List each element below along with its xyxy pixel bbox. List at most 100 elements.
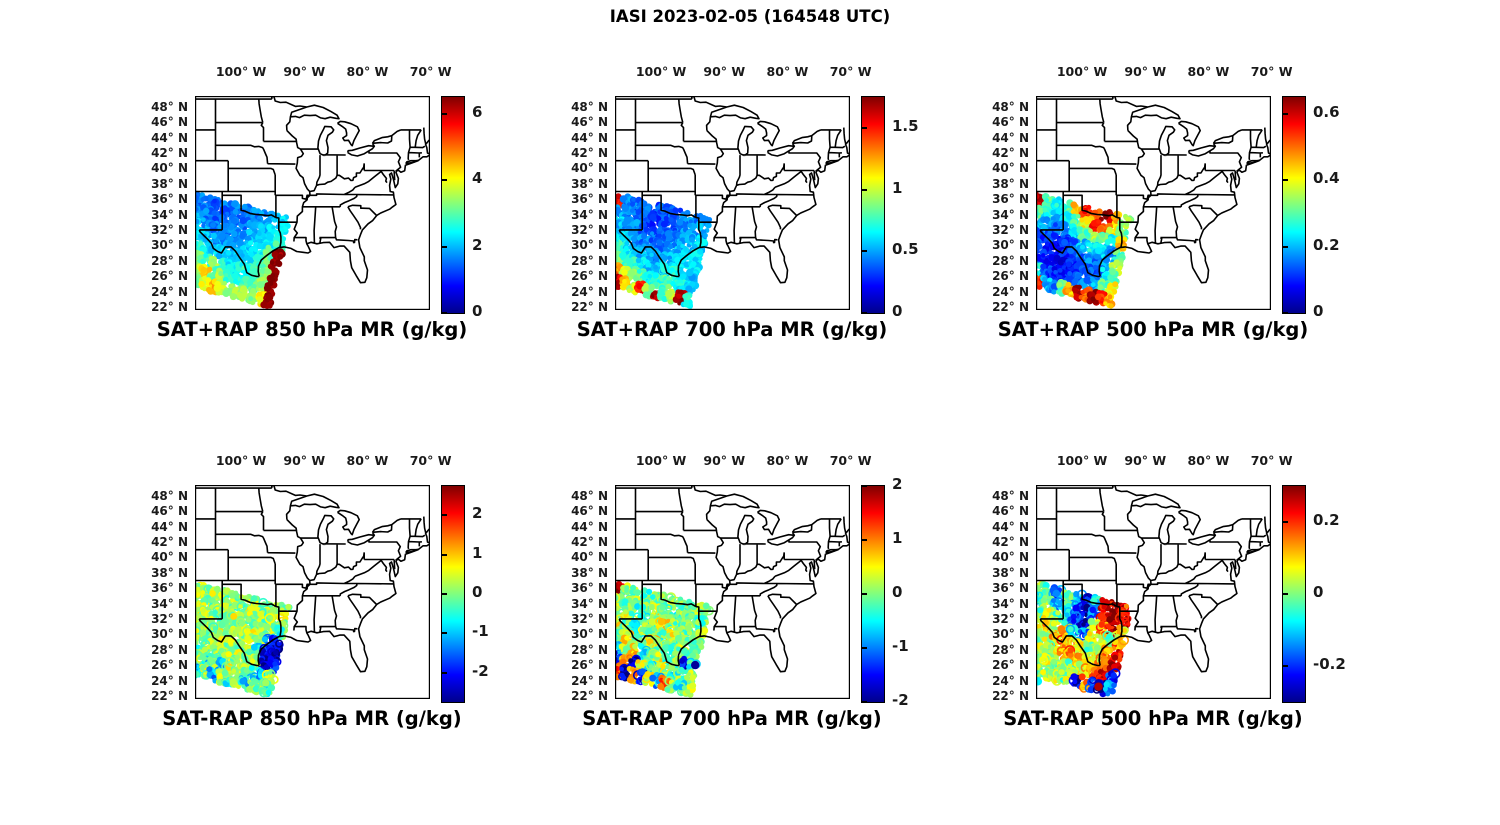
lat-tick-label: 26° N <box>151 658 188 673</box>
state-boundaries <box>195 96 430 284</box>
colorbar-tick-label: 0 <box>472 583 483 601</box>
lat-tick-label: 22° N <box>151 299 188 314</box>
lat-tick-label: 48° N <box>151 488 188 503</box>
map-frame <box>195 96 430 310</box>
panel-sat-plus-rap-500-hpa-mr-g-kg: 100° W 90° W 80° W 70° W 48° N 46° N 44° N 42° … <box>961 54 1361 359</box>
colorbar-tick-label: 1 <box>892 529 903 547</box>
panel-sat-rap-500-hpa-mr-g-kg: 100° W 90° W 80° W 70° W 48° N 46° N 44° N 42° … <box>961 443 1361 748</box>
map-frame <box>1036 96 1271 310</box>
lat-tick-label: 32° N <box>571 611 608 626</box>
colorbar-tick-label: -2 <box>472 661 489 680</box>
colorbar-tick-label: 0 <box>472 302 483 320</box>
lon-tick-label: 100° W <box>1056 453 1108 468</box>
lat-tick-label: 26° N <box>571 269 608 284</box>
lat-tick-label: 30° N <box>151 627 188 642</box>
map-frame <box>195 485 430 699</box>
lat-tick-label: 36° N <box>151 192 188 207</box>
lat-tick-label: 40° N <box>571 161 608 176</box>
colorbar-tick <box>862 250 867 253</box>
lat-tick-label: 22° N <box>992 299 1029 314</box>
colorbar-tick-label: 2 <box>892 475 903 493</box>
colorbar-tick-label: 0.2 <box>1313 511 1340 529</box>
colorbar <box>441 485 465 703</box>
lat-tick-label: 38° N <box>992 565 1029 580</box>
colorbar-tick <box>442 245 447 248</box>
figure-title: IASI 2023-02-05 (164548 UTC) <box>609 7 891 26</box>
lat-tick-label: 28° N <box>571 642 608 657</box>
colorbar-tick-label: 0.4 <box>1313 169 1340 188</box>
lat-tick-label: 28° N <box>992 642 1029 657</box>
lat-tick-label: 36° N <box>992 581 1029 596</box>
lat-tick-label: 30° N <box>571 238 608 253</box>
lat-tick-label: 28° N <box>151 253 188 268</box>
colorbar-tick <box>1283 665 1288 667</box>
colorbar <box>861 96 885 314</box>
lon-tick-label: 70° W <box>409 64 452 79</box>
colorbar-tick-label: -1 <box>472 622 489 641</box>
lat-tick-label: 24° N <box>992 673 1029 688</box>
lat-tick-label: 32° N <box>151 611 188 626</box>
colorbar-tick <box>442 112 447 115</box>
colorbar-tick-label: 0 <box>892 302 903 320</box>
panel-sat-rap-850-hpa-mr-g-kg: 100° W 90° W 80° W 70° W 48° N 46° N 44° N 42° … <box>120 443 520 748</box>
lat-tick-label: 32° N <box>151 222 188 237</box>
colorbar-tick <box>862 647 867 649</box>
lat-tick-label: 36° N <box>992 192 1029 207</box>
lon-tick-label: 80° W <box>766 64 809 79</box>
lat-tick-label: 40° N <box>151 161 188 176</box>
lat-tick-label: 42° N <box>992 534 1029 549</box>
lat-tick-label: 24° N <box>571 284 608 299</box>
lon-tick-label: 70° W <box>829 453 872 468</box>
lon-tick-label: 70° W <box>829 64 872 79</box>
colorbar-tick <box>1283 593 1288 595</box>
colorbar-tick-label: 2 <box>472 504 483 523</box>
panel-sat-plus-rap-700-hpa-mr-g-kg: 100° W 90° W 80° W 70° W 48° N 46° N 44° N 42° … <box>540 54 940 359</box>
lat-tick-label: 22° N <box>571 688 608 703</box>
lat-tick-label: 26° N <box>992 269 1029 284</box>
lat-tick-label: 38° N <box>151 176 188 191</box>
panel-sat-rap-700-hpa-mr-g-kg: 100° W 90° W 80° W 70° W 48° N 46° N 44° N 42° … <box>540 443 940 748</box>
lat-tick-label: 40° N <box>151 550 188 565</box>
lat-tick-label: 36° N <box>571 192 608 207</box>
colorbar-tick-label: 2 <box>472 235 483 254</box>
lat-tick-label: 44° N <box>151 519 188 534</box>
panel-title: SAT-RAP 700 hPa MR (g/kg) <box>582 707 882 730</box>
lon-tick-label: 90° W <box>1124 64 1167 79</box>
lon-tick-label: 100° W <box>215 64 267 79</box>
lat-tick-label: 30° N <box>992 627 1029 642</box>
lon-tick-label: 70° W <box>1250 453 1293 468</box>
colorbar <box>1282 96 1306 314</box>
lat-tick-label: 46° N <box>151 504 188 519</box>
colorbar-tick <box>442 593 447 595</box>
lat-tick-label: 38° N <box>571 565 608 580</box>
lon-tick-label: 80° W <box>766 453 809 468</box>
lon-tick-label: 80° W <box>346 64 389 79</box>
lat-tick-label: 22° N <box>571 299 608 314</box>
lat-tick-label: 26° N <box>992 658 1029 673</box>
lat-tick-label: 32° N <box>992 222 1029 237</box>
colorbar-tick <box>862 485 867 487</box>
lat-tick-label: 34° N <box>571 596 608 611</box>
panel-sat-plus-rap-850-hpa-mr-g-kg: 100° W 90° W 80° W 70° W 48° N 46° N 44° N 42° … <box>120 54 520 359</box>
lat-tick-label: 26° N <box>571 658 608 673</box>
lon-tick-label: 100° W <box>1056 64 1108 79</box>
state-boundaries <box>615 485 850 673</box>
colorbar-tick <box>1283 245 1288 248</box>
map-sat-rap-850-hpa-mr-g-kg <box>195 485 430 699</box>
lat-tick-label: 46° N <box>151 115 188 130</box>
lat-tick-label: 38° N <box>151 565 188 580</box>
lat-tick-label: 40° N <box>992 161 1029 176</box>
lat-tick-label: 24° N <box>571 673 608 688</box>
lat-tick-label: 22° N <box>992 688 1029 703</box>
lat-tick-label: 48° N <box>571 99 608 114</box>
lon-tick-label: 70° W <box>1250 64 1293 79</box>
lat-tick-label: 32° N <box>571 222 608 237</box>
map-frame <box>1036 485 1271 699</box>
colorbar-tick <box>442 671 447 674</box>
lat-tick-label: 46° N <box>992 115 1029 130</box>
colorbar-tick <box>862 539 867 541</box>
panel-title: SAT+RAP 500 hPa MR (g/kg) <box>997 318 1309 341</box>
lat-tick-label: 32° N <box>992 611 1029 626</box>
colorbar-tick <box>862 701 867 703</box>
